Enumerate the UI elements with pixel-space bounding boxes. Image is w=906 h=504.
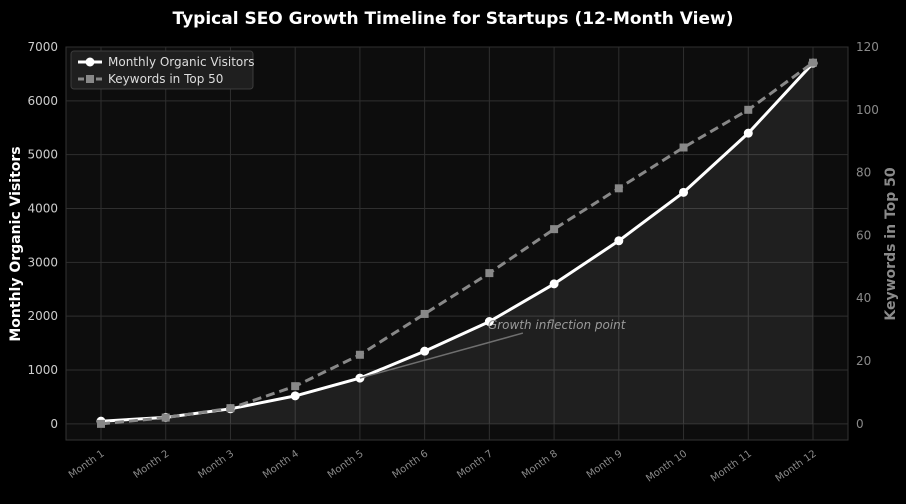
series-point-keywords xyxy=(679,143,688,152)
series-point-keywords xyxy=(355,350,364,359)
y-axis-label: Monthly Organic Visitors xyxy=(8,146,24,341)
y-tick-label: 3000 xyxy=(27,255,58,269)
series-point-visitors xyxy=(549,279,559,289)
annotation-label: Growth inflection point xyxy=(488,318,627,332)
series-point-keywords xyxy=(420,309,429,318)
y-tick-label: 2000 xyxy=(27,309,58,323)
y-tick-label: 1000 xyxy=(27,363,58,377)
annotation-arrow xyxy=(359,332,524,379)
y2-tick-label: 60 xyxy=(856,228,871,242)
series-point-keywords xyxy=(161,413,170,422)
series-point-keywords xyxy=(550,225,559,234)
y-tick-label: 0 xyxy=(50,417,58,431)
series-point-visitors xyxy=(614,236,624,246)
series-point-keywords xyxy=(226,404,235,413)
series-point-visitors xyxy=(290,391,300,401)
series-point-keywords xyxy=(744,105,753,114)
series-line-1 xyxy=(100,61,814,426)
series xyxy=(96,58,818,428)
y2-tick-label: 120 xyxy=(856,40,879,54)
series-point-visitors xyxy=(743,128,753,138)
series-point-keywords xyxy=(97,419,105,428)
y-tick-label: 7000 xyxy=(27,40,58,54)
chart-title: Typical SEO Growth Timeline for Startups… xyxy=(173,9,734,29)
annotations: Growth inflection point xyxy=(359,318,627,379)
series-point-keywords xyxy=(291,382,300,391)
y-tick-label: 6000 xyxy=(27,94,58,108)
series-point-keywords xyxy=(614,184,623,193)
series-point-visitors xyxy=(679,187,689,197)
area-fill xyxy=(101,63,813,424)
y2-tick-label: 0 xyxy=(856,417,864,431)
plot-area xyxy=(65,46,849,441)
series-area-0 xyxy=(101,63,813,424)
series-point-keywords xyxy=(485,269,494,278)
legend: Monthly Organic Visitors Keywords in Top… xyxy=(70,50,254,90)
legend-label-keywords: Keywords in Top 50 xyxy=(108,72,223,86)
grid xyxy=(66,46,848,440)
legend-label-visitors: Monthly Organic Visitors xyxy=(108,55,254,69)
y2-tick-label: 80 xyxy=(856,166,871,180)
legend-marker-visitors xyxy=(85,57,95,67)
y-tick-label: 4000 xyxy=(27,202,58,216)
series-point-keywords xyxy=(809,58,817,67)
y2-axis-label: Keywords in Top 50 xyxy=(883,167,899,320)
y2-tick-label: 100 xyxy=(856,103,879,117)
legend-marker-keywords xyxy=(86,75,94,83)
y-tick-label: 5000 xyxy=(27,148,58,162)
y2-tick-label: 40 xyxy=(856,291,871,305)
series-point-visitors xyxy=(420,346,430,356)
y2-tick-label: 20 xyxy=(856,354,871,368)
legend-box xyxy=(70,50,254,90)
series-point-visitors xyxy=(484,317,494,327)
